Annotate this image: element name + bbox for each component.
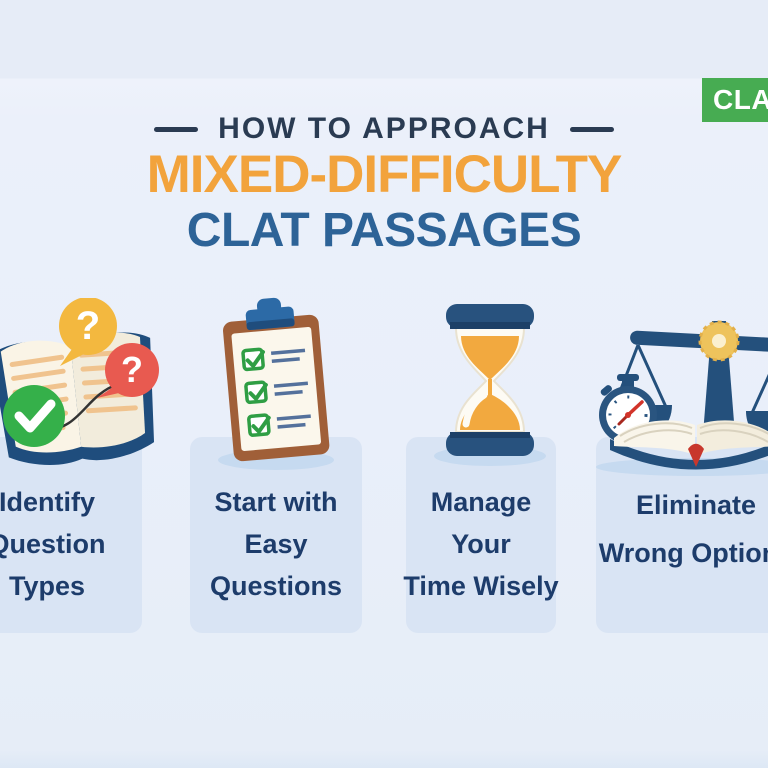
step-label-line: Questions <box>209 571 343 601</box>
step-card-start-with-easy-questions: Start with Easy Questions <box>190 437 362 633</box>
svg-text:?: ? <box>121 349 143 390</box>
balance-scale-stopwatch-book-icon <box>578 293 768 484</box>
step-card-manage-your-time-wisely: Manage Your Time Wisely <box>403 437 559 633</box>
title-mixed-difficulty: MIXED-DIFFICULTY <box>146 145 623 204</box>
step-label-line: Identify <box>0 487 95 517</box>
kicker-text: HOW TO APPROACH <box>218 112 550 145</box>
step-label-line: Easy <box>244 529 308 559</box>
step-label-line: Your <box>451 529 511 559</box>
step-label-line: Question <box>0 529 106 559</box>
open-book-question-marks-icon: ? ? <box>0 297 166 478</box>
step-label-line: Start with <box>214 487 338 517</box>
step-card-identify-question-types: Identify Question Types <box>0 437 142 633</box>
step-label-line: Wrong Options <box>598 538 768 568</box>
kicker-row: HOW TO APPROACH <box>0 112 768 146</box>
hourglass-icon <box>424 298 556 473</box>
svg-text:?: ? <box>76 304 100 348</box>
step-label-line: Manage <box>430 487 532 517</box>
step-label-line: Time Wisely <box>403 571 559 601</box>
clat-logo-badge: CLAT <box>702 78 768 122</box>
title-clat-passages: CLAT PASSAGES <box>186 204 582 257</box>
kicker-left-dash <box>154 126 199 132</box>
checklist-clipboard-icon <box>202 296 350 477</box>
step-label-line: Eliminate <box>635 490 757 520</box>
kicker-right-dash <box>569 126 614 132</box>
step-label-line: Types <box>8 571 86 601</box>
